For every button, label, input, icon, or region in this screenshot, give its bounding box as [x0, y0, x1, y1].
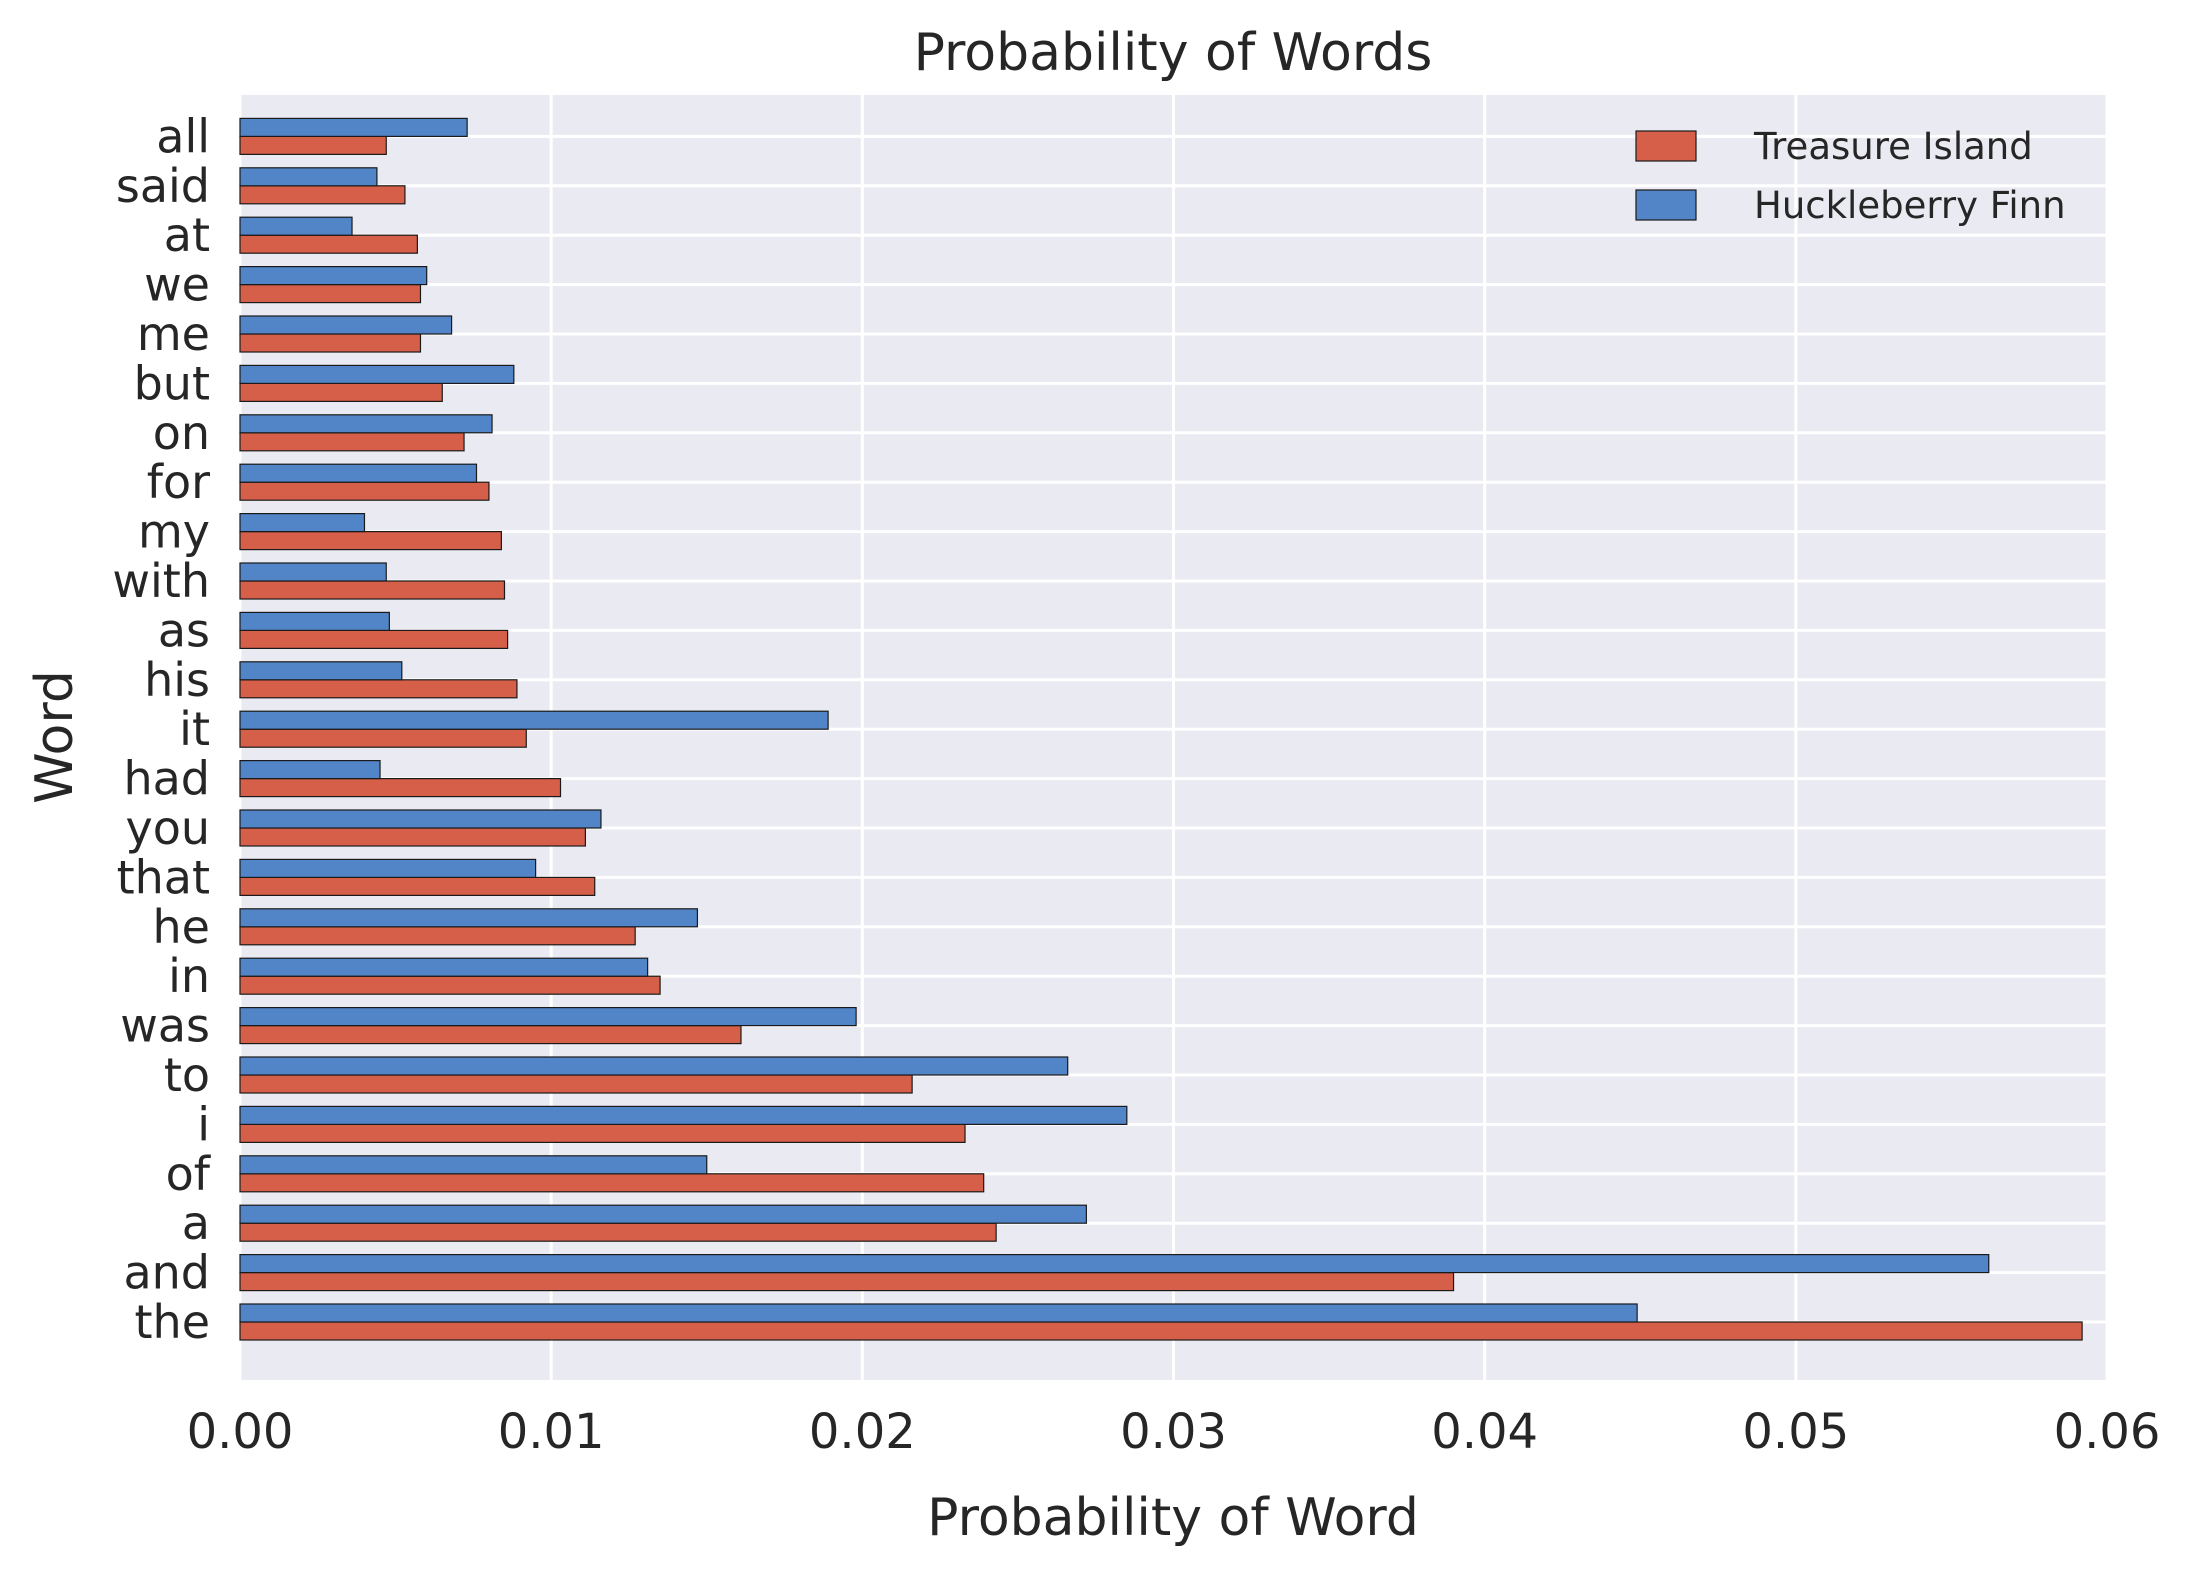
bar-treasure-island: [239, 1222, 997, 1242]
x-tick-label: 0.06: [2054, 1404, 2161, 1460]
category-label: with: [112, 554, 210, 608]
category-label: of: [166, 1147, 212, 1201]
category-label: and: [123, 1246, 210, 1300]
category-label: but: [134, 356, 210, 410]
bar-huckleberry-finn: [239, 512, 366, 533]
bar-treasure-island: [239, 185, 406, 205]
bar-treasure-island: [239, 728, 527, 748]
bar-treasure-island: [239, 827, 586, 847]
bar-huckleberry-finn: [239, 908, 699, 928]
category-label: i: [197, 1097, 210, 1151]
bar-huckleberry-finn: [239, 809, 602, 829]
bar-treasure-island: [239, 1024, 742, 1045]
bar-treasure-island: [239, 1123, 966, 1144]
category-label: as: [158, 603, 210, 657]
category-label: a: [182, 1196, 210, 1250]
category-label: at: [164, 208, 210, 262]
category-label: in: [168, 949, 210, 1003]
bar-treasure-island: [239, 530, 502, 551]
bar-huckleberry-finn: [239, 562, 387, 582]
bar-huckleberry-finn: [239, 1056, 1069, 1076]
y-axis-label: Word: [25, 670, 85, 804]
bar-treasure-island: [239, 876, 596, 897]
x-tick-label: 0.02: [809, 1404, 916, 1460]
x-tick-label: 0.05: [1742, 1404, 1849, 1460]
bar-treasure-island: [239, 777, 562, 798]
bar-huckleberry-finn: [239, 759, 381, 780]
bar-huckleberry-finn: [239, 315, 453, 335]
bar-huckleberry-finn: [239, 710, 829, 730]
bar-huckleberry-finn: [239, 1253, 1990, 1274]
bar-treasure-island: [239, 333, 422, 353]
category-label: me: [137, 307, 210, 361]
category-label: my: [138, 505, 210, 559]
category-label: on: [153, 406, 210, 460]
bar-huckleberry-finn: [239, 957, 649, 977]
category-label: all: [156, 109, 210, 163]
bar-huckleberry-finn: [239, 414, 493, 434]
category-label: said: [116, 159, 210, 213]
bar-treasure-island: [239, 1271, 1455, 1292]
category-label: his: [144, 653, 210, 707]
bar-huckleberry-finn: [239, 266, 428, 286]
category-label: you: [125, 801, 210, 855]
legend-swatch-huckleberry-finn: [1635, 189, 1697, 221]
bar-treasure-island: [239, 135, 387, 155]
category-label: was: [120, 999, 210, 1053]
x-tick-label: 0.00: [187, 1404, 294, 1460]
bar-treasure-island: [239, 975, 661, 995]
category-label: for: [147, 455, 210, 509]
bar-treasure-island: [239, 382, 443, 402]
bar-huckleberry-finn: [239, 1155, 708, 1175]
bar-huckleberry-finn: [239, 1204, 1087, 1224]
category-labels: theandaofitowasinhethatyouhadithisaswith…: [112, 109, 211, 1349]
category-label: it: [179, 702, 210, 756]
category-label: to: [164, 1048, 210, 1102]
legend-swatch-treasure-island: [1635, 130, 1697, 162]
x-tick-label: 0.01: [498, 1404, 605, 1460]
category-label: we: [144, 258, 210, 312]
legend-label-huckleberry-finn: Huckleberry Finn: [1754, 184, 2066, 227]
bar-huckleberry-finn: [239, 364, 515, 384]
bar-treasure-island: [239, 1321, 2083, 1341]
bar-huckleberry-finn: [239, 117, 468, 138]
bar-treasure-island: [239, 481, 490, 501]
bar-huckleberry-finn: [239, 611, 390, 632]
x-tick-label: 0.03: [1120, 1404, 1227, 1460]
bar-huckleberry-finn: [239, 216, 353, 236]
bar-treasure-island: [239, 432, 465, 452]
category-label: had: [123, 752, 210, 806]
category-label: he: [153, 900, 210, 954]
bar-treasure-island: [239, 234, 418, 254]
bar-treasure-island: [239, 1173, 985, 1193]
bar-huckleberry-finn: [239, 1303, 1638, 1323]
x-axis-label: Probability of Word: [927, 1488, 1419, 1548]
bar-treasure-island: [239, 629, 509, 650]
chart-title: Probability of Words: [914, 23, 1433, 83]
bar-huckleberry-finn: [239, 463, 478, 483]
bar-treasure-island: [239, 926, 636, 946]
bar-treasure-island: [239, 679, 518, 699]
x-tick-label: 0.04: [1431, 1404, 1538, 1460]
bar-huckleberry-finn: [239, 858, 537, 879]
bar-huckleberry-finn: [239, 1105, 1128, 1126]
legend: Treasure Island Huckleberry Finn: [1635, 125, 2066, 227]
bar-huckleberry-finn: [239, 167, 378, 187]
bar-treasure-island: [239, 580, 506, 600]
x-tick-labels: 0.00 0.01 0.02 0.03 0.04 0.05 0.06: [187, 1404, 2161, 1460]
category-label: that: [117, 850, 210, 904]
bar-treasure-island: [239, 284, 422, 304]
bars: [239, 117, 2083, 1341]
legend-label-treasure-island: Treasure Island: [1753, 125, 2033, 168]
bar-treasure-island: [239, 1074, 913, 1094]
bar-huckleberry-finn: [239, 1006, 857, 1027]
bar-huckleberry-finn: [239, 661, 403, 681]
category-label: the: [135, 1295, 211, 1349]
